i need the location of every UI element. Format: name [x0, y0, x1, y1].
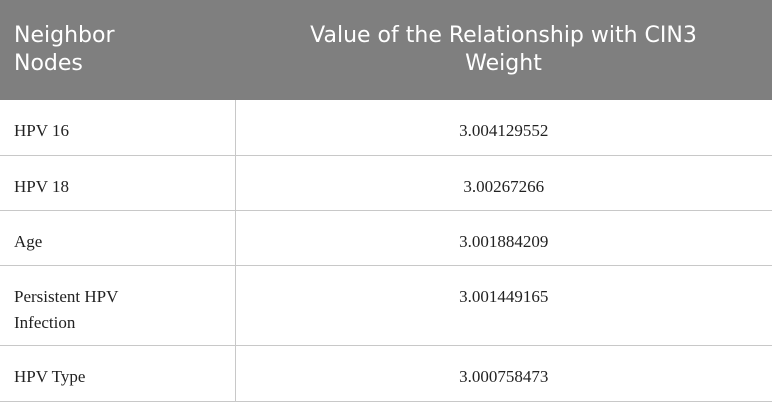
table-cell: HPV Type	[0, 345, 236, 402]
node-name: Persistent HPV Infection	[14, 286, 119, 332]
node-name: Age	[14, 231, 43, 251]
table-cell: 3.000758473	[235, 345, 772, 402]
table-header: Neighbor Nodes Value of the Relationship…	[0, 0, 772, 100]
header-cell: Value of the Relationship with CIN3 Weig…	[235, 0, 772, 100]
header-text: Value of the Relationship with CIN3 Weig…	[310, 23, 697, 76]
table-row: HPV 16 3.004129552	[0, 100, 772, 156]
table-row: Persistent HPV Infection 3.001449165	[0, 265, 772, 346]
relationship-value: 3.001449165	[459, 286, 549, 306]
table-row: HPV Type 3.000758473	[0, 345, 772, 402]
node-name: HPV Type	[14, 366, 86, 386]
table-row: Age 3.001884209	[0, 210, 772, 266]
table-cell: Persistent HPV Infection	[0, 265, 236, 346]
table-cell: Age	[0, 210, 236, 266]
table-cell: HPV 18	[0, 155, 236, 211]
table-cell: 3.001449165	[235, 265, 772, 346]
relationship-value: 3.000758473	[459, 366, 549, 386]
header-text: Neighbor Nodes	[14, 23, 115, 76]
relationship-value: 3.001884209	[459, 231, 549, 251]
header-row: Neighbor Nodes Value of the Relationship…	[0, 0, 772, 100]
table-cell: 3.001884209	[235, 210, 772, 266]
table-cell: 3.004129552	[235, 100, 772, 156]
node-name: HPV 16	[14, 121, 69, 140]
relationship-value: 3.00267266	[463, 176, 545, 196]
header-cell: Neighbor Nodes	[0, 0, 235, 100]
relationship-value: 3.004129552	[459, 121, 549, 140]
node-name: HPV 18	[14, 176, 69, 196]
table-body: HPV 16 3.004129552 HPV 18 3.00267266 Age 3.00…	[0, 100, 772, 402]
table-row: HPV 18 3.00267266	[0, 155, 772, 211]
table-cell: 3.00267266	[235, 155, 772, 211]
table-cell: HPV 16	[0, 100, 236, 156]
